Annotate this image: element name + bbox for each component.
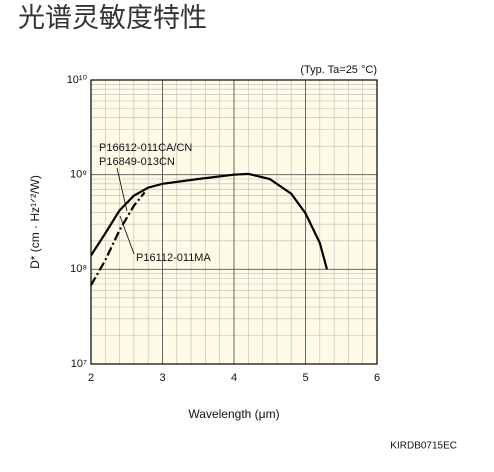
y-tick-label: 10¹⁰ <box>67 74 88 86</box>
figure-code: KIRDB0715EC <box>390 441 457 452</box>
x-axis-label: Wavelength (μm) <box>188 407 279 421</box>
series-line <box>90 191 146 286</box>
plot-frame <box>90 79 378 365</box>
x-tick-label: 5 <box>302 372 308 384</box>
chart-title: 光谱灵敏度特性 <box>18 3 207 33</box>
x-tick-label: 4 <box>231 372 237 384</box>
y-axis-label: D* (cm · Hz¹ᐟ²/W) <box>28 175 42 269</box>
x-tick-label: 6 <box>374 372 380 384</box>
annotation: (Typ. Ta=25 °C) <box>300 64 377 76</box>
series-label: P16112-011MA <box>136 252 211 264</box>
y-tick-label: 10⁸ <box>70 263 87 275</box>
y-tick-label: 10⁷ <box>71 358 87 370</box>
series-label: P16612-011CA/CN <box>99 142 192 154</box>
series-label: P16849-013CN <box>99 156 175 168</box>
x-tick-label: 2 <box>88 372 94 384</box>
leader-line <box>116 167 128 212</box>
series-line <box>90 172 329 270</box>
plot: 2 3 4 5 6 10⁷ 10⁸ 10⁹ 10¹⁰ <box>67 74 380 384</box>
x-tick-label: 3 <box>159 372 165 384</box>
y-tick-label: 10⁹ <box>70 169 87 181</box>
leader-line <box>119 215 135 255</box>
